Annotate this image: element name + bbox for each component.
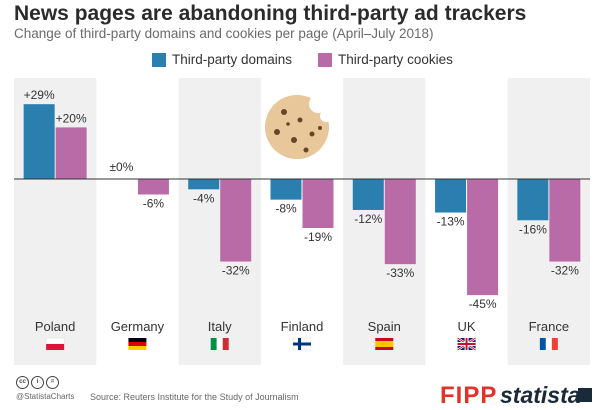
value-label-domains-france: -16% xyxy=(519,222,547,236)
cookie-icon xyxy=(265,95,332,159)
value-label-cookies-italy: -32% xyxy=(222,264,250,278)
bar-domains-france xyxy=(517,179,549,221)
bar-cookies-germany xyxy=(137,179,169,195)
category-label-uk: UK xyxy=(458,319,476,334)
value-label-cookies-finland: -19% xyxy=(304,230,332,244)
value-label-cookies-france: -32% xyxy=(551,264,579,278)
statista-logo: statista xyxy=(500,382,581,408)
value-label-domains-poland: +29% xyxy=(24,88,55,102)
value-label-cookies-spain: -33% xyxy=(386,266,414,280)
value-label-cookies-germany: -6% xyxy=(143,196,165,210)
legend: Third-party domains Third-party cookies xyxy=(152,52,479,67)
twitter-handle: @StatistaCharts xyxy=(16,392,75,401)
flag-germany-icon xyxy=(128,338,147,350)
no-derivatives-icon: = xyxy=(46,376,59,389)
category-label-spain: Spain xyxy=(368,319,401,334)
flag-spain-icon xyxy=(375,338,394,350)
flag-uk-icon xyxy=(456,336,477,352)
bar-cookies-uk xyxy=(467,179,499,296)
flag-italy-icon xyxy=(210,338,229,350)
value-label-domains-spain: -12% xyxy=(354,212,382,226)
value-label-domains-italy: -4% xyxy=(193,191,215,205)
statista-mark-icon xyxy=(578,388,592,402)
bar-domains-finland xyxy=(270,179,302,200)
bar-domains-italy xyxy=(188,179,220,190)
category-label-germany: Germany xyxy=(111,319,165,334)
chart-title: News pages are abandoning third-party ad… xyxy=(14,2,527,25)
bar-domains-uk xyxy=(435,179,467,213)
category-label-italy: Italy xyxy=(208,319,232,334)
cc-icon: cc xyxy=(16,376,29,389)
cc-license-icons: cc i = xyxy=(16,376,61,389)
source-note: Source: Reuters Institute for the Study … xyxy=(90,392,299,402)
legend-item-cookies: Third-party cookies xyxy=(318,52,453,67)
category-label-france: France xyxy=(529,319,569,334)
value-label-domains-finland: -8% xyxy=(275,202,297,216)
bar-domains-spain xyxy=(352,179,384,210)
value-label-domains-uk: -13% xyxy=(437,215,465,229)
bar-cookies-france xyxy=(549,179,581,262)
bar-cookies-spain xyxy=(384,179,416,265)
value-label-cookies-uk: -45% xyxy=(469,297,497,311)
attribution-icon: i xyxy=(31,376,44,389)
category-label-finland: Finland xyxy=(281,319,324,334)
bar-chart: +29%+20% ±0% -6% -4% -32% -8% -19% -12% -33% -13%… xyxy=(14,78,590,365)
legend-swatch-cookies xyxy=(318,52,333,67)
value-label-cookies-poland: +20% xyxy=(56,111,87,125)
bar-cookies-poland xyxy=(55,127,87,179)
legend-label-domains: Third-party domains xyxy=(172,52,293,67)
legend-item-domains: Third-party domains xyxy=(152,52,292,67)
bar-domains-poland xyxy=(23,104,55,179)
fipp-logo: FIPP xyxy=(440,382,498,409)
category-label-poland: Poland xyxy=(35,319,75,334)
flag-finland-icon xyxy=(292,337,312,351)
bar-cookies-finland xyxy=(302,179,334,229)
flag-france-icon xyxy=(539,338,558,350)
footer: cc i = @StatistaCharts Source: Reuters I… xyxy=(0,372,600,409)
value-label-domains-germany: ±0% xyxy=(109,160,133,174)
legend-label-cookies: Third-party cookies xyxy=(338,52,453,67)
legend-swatch-domains xyxy=(152,52,166,67)
flag-poland-icon xyxy=(45,337,65,350)
bar-cookies-italy xyxy=(220,179,252,262)
chart-subtitle: Change of third-party domains and cookie… xyxy=(14,26,434,41)
